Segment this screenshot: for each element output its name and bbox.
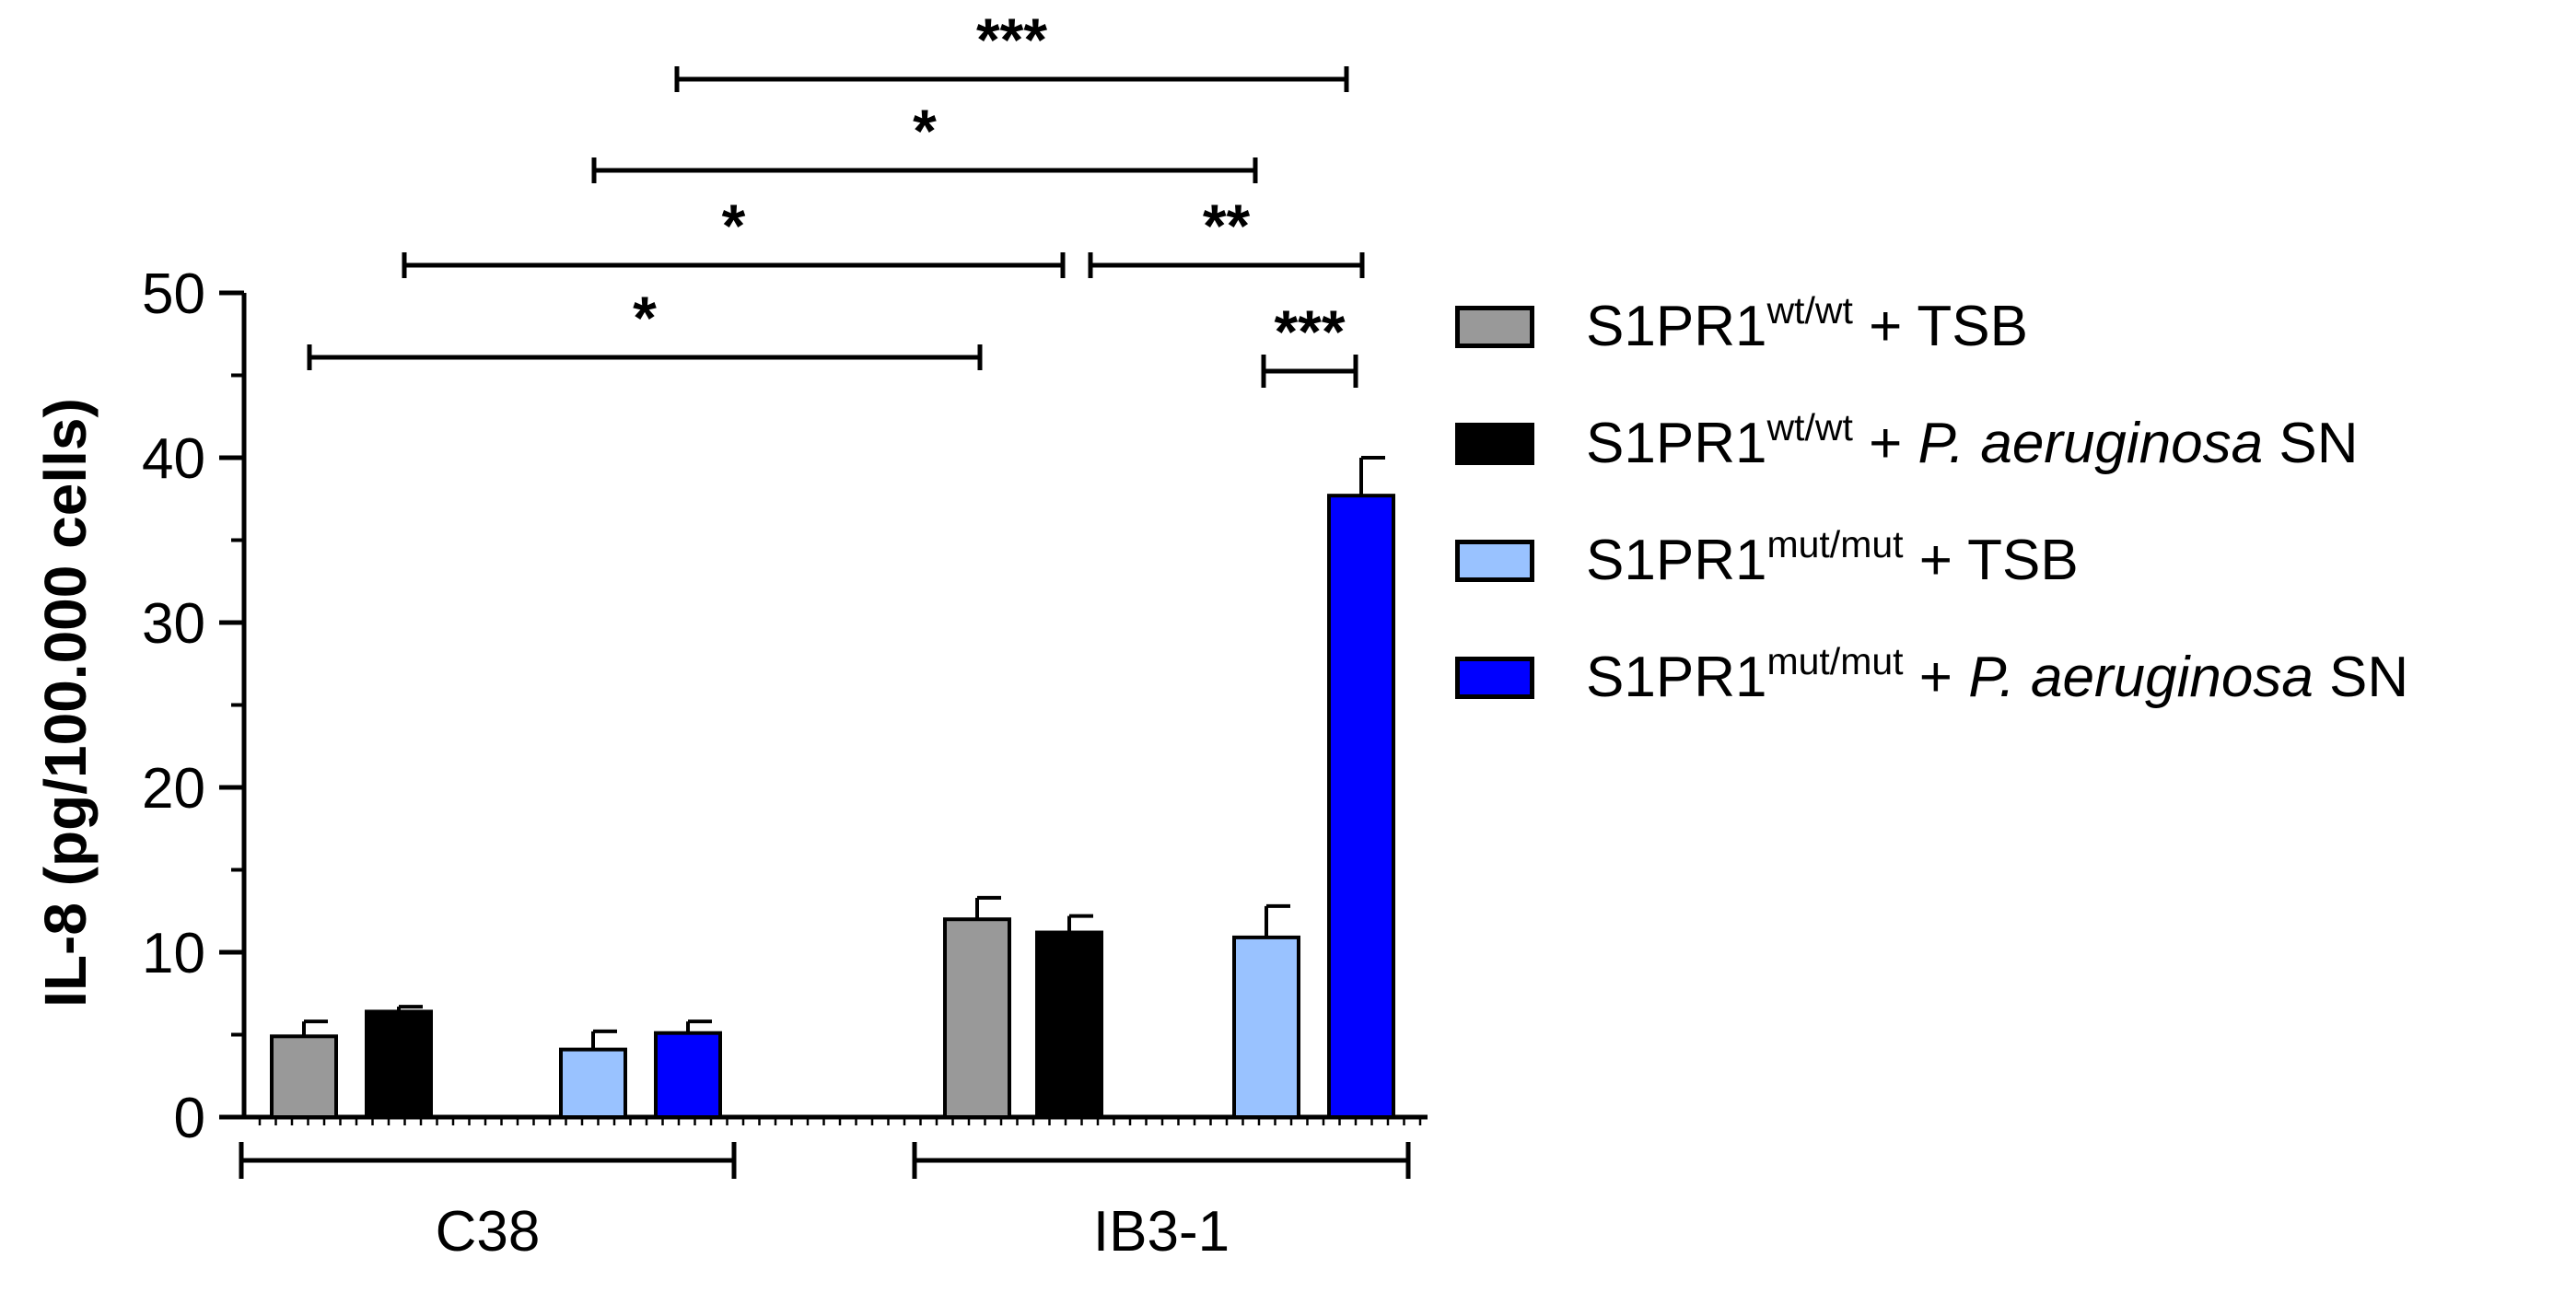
- bar: [943, 917, 1011, 1120]
- bar: [654, 1031, 722, 1119]
- significance-label: ***: [976, 6, 1047, 74]
- legend-rest: SN: [2263, 412, 2359, 475]
- legend-plus: +: [1852, 412, 1918, 475]
- x-group-label: IB3-1: [1093, 1200, 1230, 1264]
- y-tick-label: 50: [142, 262, 205, 326]
- y-tick-label: 30: [142, 592, 205, 656]
- bar: [559, 1047, 627, 1119]
- legend-label: S1PR1mut/mut + TSB: [1586, 526, 2079, 592]
- bar: [1232, 935, 1300, 1120]
- legend-swatch: [1455, 423, 1534, 465]
- legend-sup: mut/mut: [1766, 640, 1904, 682]
- significance-label: *: [633, 284, 657, 352]
- legend-plus: +: [1852, 295, 1917, 358]
- legend-rest: SN: [2313, 646, 2409, 709]
- legend-base: S1PR1: [1586, 646, 1767, 709]
- legend-item: S1PR1wt/wt + TSB: [1455, 290, 2028, 364]
- x-group-label: C38: [436, 1200, 541, 1264]
- y-tick-label: 0: [174, 1087, 205, 1150]
- bar: [1327, 494, 1395, 1119]
- bar: [270, 1034, 338, 1120]
- legend-sup: mut/mut: [1766, 523, 1904, 565]
- legend-swatch: [1455, 657, 1534, 699]
- legend-base: S1PR1: [1586, 295, 1767, 358]
- legend-label: S1PR1mut/mut + P. aeruginosa SN: [1586, 643, 2409, 709]
- significance-label: *: [722, 192, 746, 260]
- legend-base: S1PR1: [1586, 412, 1767, 475]
- legend-sup: wt/wt: [1766, 406, 1853, 448]
- significance-label: ***: [1274, 297, 1345, 366]
- y-tick-label: 40: [142, 427, 205, 491]
- significance-label: *: [913, 97, 937, 165]
- legend-item: S1PR1mut/mut + TSB: [1455, 524, 2079, 598]
- y-tick-label: 20: [142, 757, 205, 821]
- legend-swatch: [1455, 306, 1534, 348]
- legend-item: S1PR1mut/mut + P. aeruginosa SN: [1455, 641, 2408, 715]
- legend-rest: TSB: [1917, 295, 2028, 358]
- legend-item: S1PR1wt/wt + P. aeruginosa SN: [1455, 407, 2359, 481]
- legend-label: S1PR1wt/wt + TSB: [1586, 292, 2028, 358]
- legend-rest: TSB: [1967, 529, 2079, 592]
- legend-plus: +: [1903, 529, 1968, 592]
- legend-label: S1PR1wt/wt + P. aeruginosa SN: [1586, 409, 2359, 475]
- y-axis-label: IL-8 (pg/100.000 cells): [32, 398, 99, 1008]
- legend-plus: +: [1903, 646, 1969, 709]
- significance-label: **: [1203, 192, 1251, 260]
- legend-swatch: [1455, 540, 1534, 582]
- legend-sup: wt/wt: [1766, 289, 1853, 332]
- legend-base: S1PR1: [1586, 529, 1767, 592]
- legend-italic: P. aeruginosa: [1917, 412, 2264, 475]
- y-tick-label: 10: [142, 922, 205, 985]
- bar: [1035, 930, 1103, 1120]
- legend-italic: P. aeruginosa: [1968, 646, 2314, 709]
- bar: [365, 1009, 433, 1119]
